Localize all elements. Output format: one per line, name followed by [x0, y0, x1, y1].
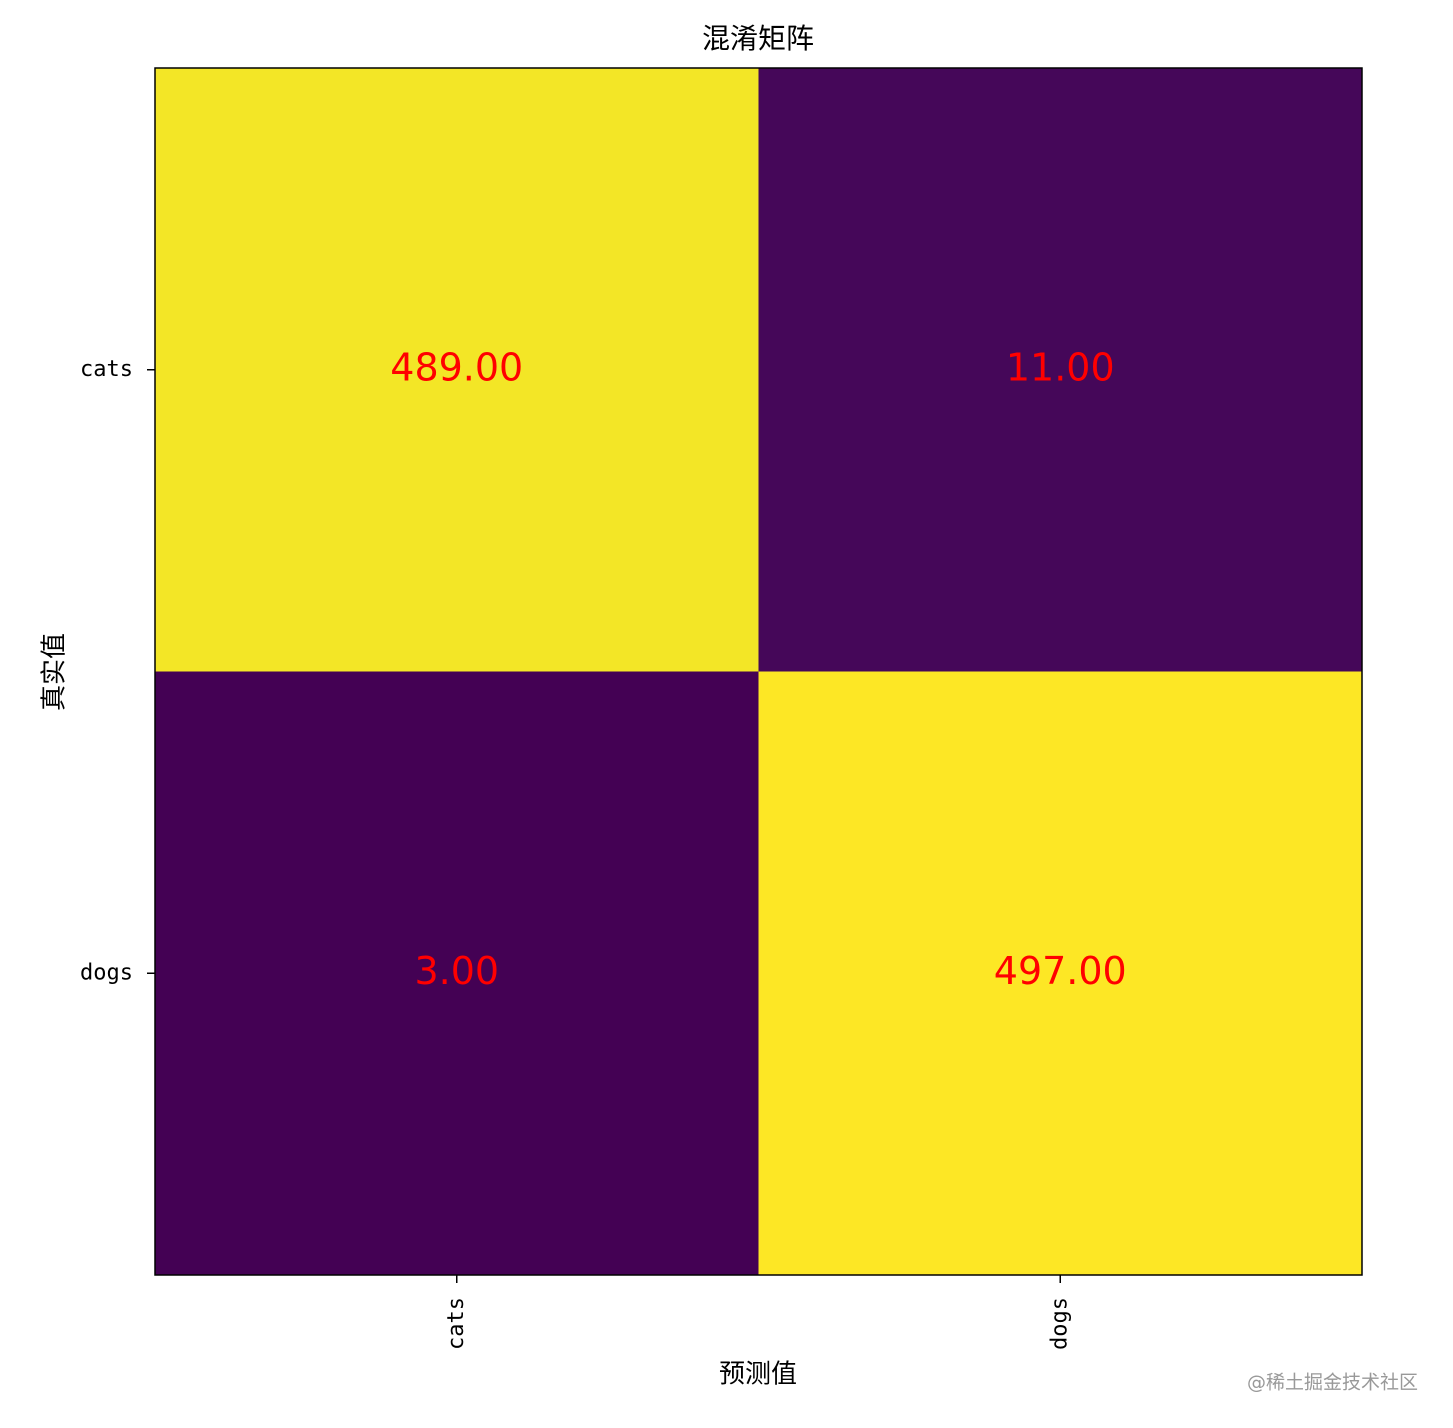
value-label: 497.00 [994, 949, 1127, 993]
plot-frame [154, 67, 1363, 1276]
x-axis-label: 预测值 [719, 1360, 797, 1390]
heatmap-cell [155, 68, 759, 672]
heatmap-cell [155, 671, 759, 1275]
y-tick-label: cats [80, 357, 133, 382]
value-label: 11.00 [1006, 345, 1115, 389]
watermark: @稀土掘金技术社区 [1247, 1372, 1418, 1394]
heatmap-cell [758, 671, 1362, 1275]
value-label: 3.00 [414, 949, 499, 993]
x-tick-label: dogs [1047, 1297, 1072, 1350]
y-tick-label: dogs [80, 960, 133, 985]
value-label: 489.00 [390, 345, 523, 389]
y-axis-label: 真实值 [40, 633, 70, 711]
chart-title: 混淆矩阵 [702, 22, 814, 55]
heatmap-cell [758, 68, 1362, 672]
x-tick-label: cats [444, 1297, 469, 1350]
